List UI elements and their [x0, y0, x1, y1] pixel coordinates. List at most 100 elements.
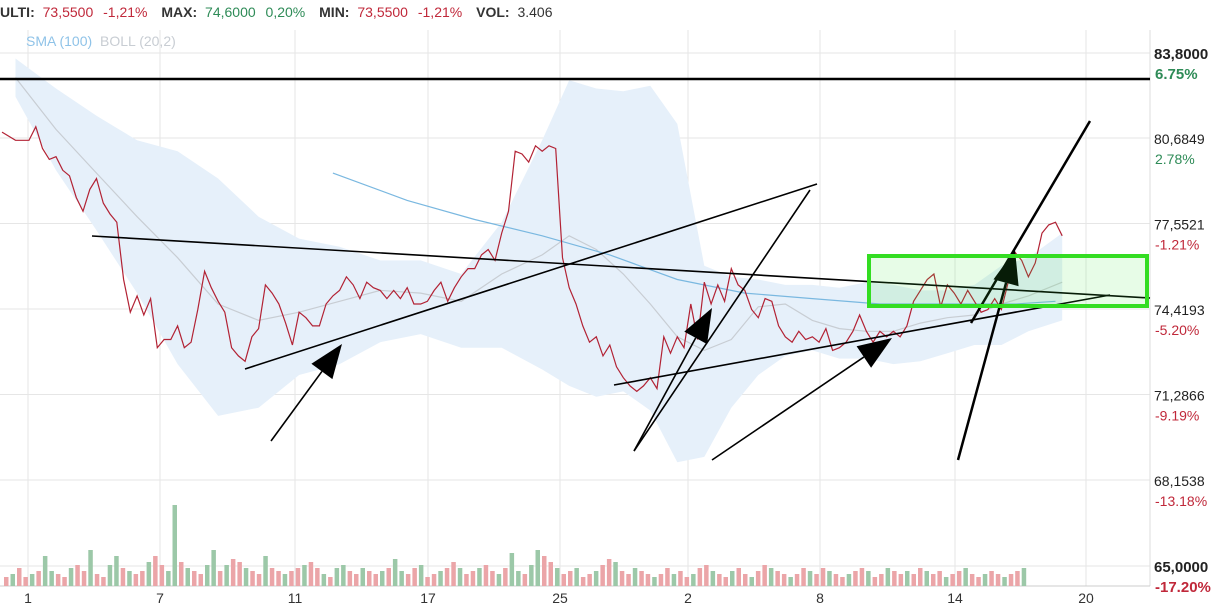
- volume-bar: [898, 574, 904, 586]
- last-change: -1,21%: [103, 4, 147, 20]
- trendline-rising-1: [244, 183, 818, 370]
- volume-bar: [276, 571, 281, 586]
- min-value: 73,5500: [357, 4, 408, 20]
- volume-bar: [127, 571, 132, 586]
- x-tick-label: 17: [420, 590, 436, 606]
- arrow-shaft: [956, 282, 1008, 461]
- volume-bar: [593, 571, 599, 586]
- y-tick-pct: -13.18%: [1155, 493, 1207, 509]
- arrow-2: [633, 308, 712, 452]
- volume-bar: [879, 574, 884, 586]
- y-tick-pct: 2.78%: [1155, 151, 1195, 167]
- volume-bar: [464, 574, 469, 586]
- volume-bar: [412, 568, 417, 586]
- volume-bar: [166, 571, 171, 586]
- volume-bar: [807, 571, 813, 586]
- x-tick-label: 14: [947, 590, 963, 606]
- volume-bar: [159, 565, 165, 586]
- volume-bar: [866, 571, 871, 586]
- volume-bar: [483, 565, 489, 586]
- volume-bar: [613, 562, 618, 586]
- volume-bar: [153, 556, 158, 586]
- volume-bar: [535, 550, 540, 586]
- volume-bar: [418, 565, 424, 586]
- volume-bar: [431, 574, 437, 586]
- max-change: 0,20%: [266, 4, 306, 20]
- volume-bar: [918, 568, 923, 586]
- volume-bar: [587, 574, 592, 586]
- volume-bar: [632, 568, 638, 586]
- volume-bar: [872, 577, 878, 586]
- x-tick-label: 20: [1078, 590, 1094, 606]
- volume-bar: [1008, 574, 1014, 586]
- volume-bar: [827, 571, 832, 586]
- x-tick-label: 7: [156, 590, 164, 606]
- volume-bar: [911, 574, 916, 586]
- volume-bar: [295, 568, 301, 586]
- volume-bar: [470, 571, 476, 586]
- volume-bar: [185, 568, 190, 586]
- highlight-zone: [867, 254, 1149, 308]
- bollinger-band-area: [15, 58, 1063, 463]
- volume-bar: [937, 571, 942, 586]
- volume-bar: [334, 568, 340, 586]
- volume-bar: [555, 568, 560, 586]
- volume-bar: [315, 568, 320, 586]
- volume-bar: [36, 571, 41, 586]
- volume-bar: [29, 574, 35, 586]
- volume-bar: [516, 571, 521, 586]
- y-tick-label: 83,8000: [1154, 46, 1208, 63]
- volume-bar: [192, 571, 197, 586]
- volume-bar: [75, 565, 80, 586]
- arrow-head: [993, 250, 1019, 287]
- volume-bar: [755, 571, 761, 586]
- max-label: MAX:: [161, 4, 197, 20]
- volume-bar: [665, 568, 670, 586]
- volume-bar: [354, 574, 359, 586]
- volume-bar: [224, 565, 229, 586]
- volume-bar: [704, 565, 709, 586]
- volume-bar: [477, 568, 482, 586]
- volume-bar: [1015, 571, 1020, 586]
- volume-bar: [308, 562, 314, 586]
- volume-bar: [924, 571, 929, 586]
- arrow-head: [311, 344, 342, 380]
- volume-bar: [146, 562, 152, 586]
- volume-bar: [399, 571, 404, 586]
- volume-bar: [982, 574, 988, 586]
- volume-bar: [969, 574, 975, 586]
- volume-bar: [114, 556, 119, 586]
- volume-bar: [743, 574, 748, 586]
- volume-bar: [892, 571, 897, 586]
- volume-bar: [237, 562, 242, 586]
- y-tick-pct: 6.75%: [1155, 66, 1198, 83]
- volume-bar: [931, 574, 936, 586]
- volume-bar: [1021, 568, 1027, 586]
- volume-bar: [101, 577, 106, 586]
- volume-bar: [172, 505, 177, 586]
- y-tick-label: 71,2866: [1154, 388, 1205, 404]
- volume-bar: [321, 574, 327, 586]
- volume-bar: [626, 574, 631, 586]
- trendline-rising-2: [613, 294, 1111, 386]
- x-tick-label: 11: [288, 590, 303, 606]
- volume-bar: [88, 550, 93, 586]
- volume-bar: [710, 571, 716, 586]
- arrow-4: [956, 250, 1019, 461]
- volume-bar: [341, 565, 346, 586]
- volume-bar: [833, 574, 839, 586]
- bollinger-middle-line: [15, 77, 1063, 352]
- volume-bar: [775, 571, 780, 586]
- volume-bar: [814, 574, 819, 586]
- legend-boll: BOLL (20,2): [100, 33, 176, 49]
- volume-bar: [81, 571, 87, 586]
- last-value: 73,5500: [43, 4, 94, 20]
- volume-bar: [619, 571, 625, 586]
- y-tick-pct: -17.20%: [1155, 579, 1211, 596]
- volume-bar: [243, 568, 249, 586]
- volume-bar: [217, 571, 223, 586]
- arrow-head: [684, 308, 712, 345]
- volume-bar: [386, 568, 391, 586]
- volume-bar: [10, 574, 15, 586]
